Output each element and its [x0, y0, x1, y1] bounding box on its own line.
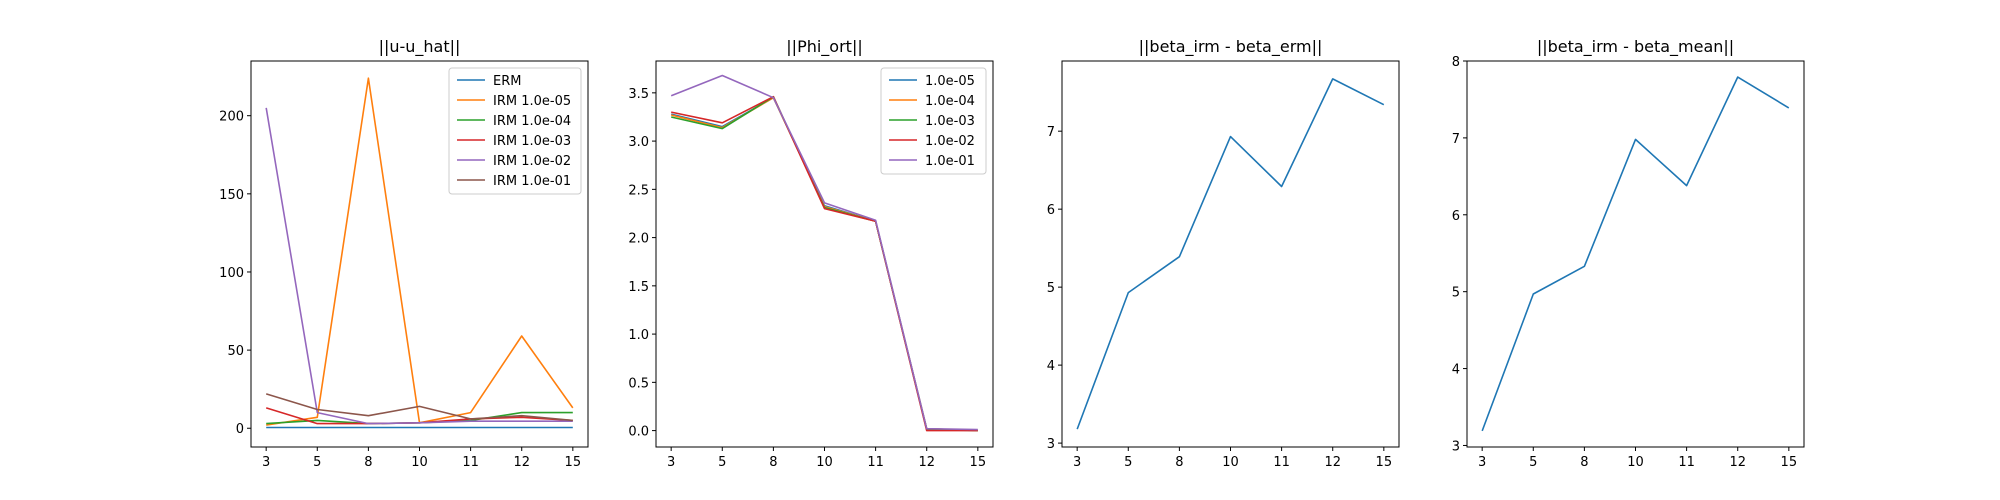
- x-tick-label: 8: [769, 455, 777, 470]
- x-tick-label: 8: [364, 455, 372, 470]
- y-tick-label: 0.5: [628, 376, 649, 391]
- x-tick-label: 12: [1729, 455, 1746, 470]
- y-tick-label: 5: [1452, 286, 1460, 301]
- y-tick-label: 0.0: [628, 425, 649, 440]
- series-line-6: [265, 393, 573, 422]
- y-tick-label: 2.5: [628, 183, 649, 198]
- y-tick-label: 7: [1452, 132, 1460, 147]
- x-tick-label: 3: [1073, 455, 1081, 470]
- legend-label: IRM 1.0e-05: [493, 94, 571, 109]
- x-tick-label: 10: [1222, 455, 1239, 470]
- x-tick-label: 10: [411, 455, 428, 470]
- series-line-1: [1076, 78, 1385, 430]
- chart-panel-4: ||beta_irm - beta_mean|| 3 5 8 10 11 12 15 3 4 5 6 7…: [1452, 37, 1805, 470]
- chart-panel-1: ||u-u_hat||3 5 8 10 11 12 15050100150200ERMIRM…: [219, 37, 589, 470]
- x-tick-label: 5: [313, 455, 321, 470]
- y-tick-label: 150: [219, 188, 244, 203]
- x-tick-label: 5: [1529, 455, 1537, 470]
- y-tick-label: 100: [219, 266, 244, 281]
- y-tick-label: 2.0: [628, 232, 649, 247]
- y-tick-label: 4: [1047, 359, 1055, 374]
- x-tick-label: 11: [1273, 455, 1290, 470]
- legend-label: IRM 1.0e-04: [493, 114, 571, 129]
- chart-panel-3: ||beta_irm - beta_erm|| 3 5 8 10 11 12 15 3 4 5 6 7: [1047, 37, 1400, 470]
- x-tick-label: 3: [262, 455, 270, 470]
- chart-title: ||beta_irm - beta_erm||: [1139, 37, 1323, 57]
- chart-title: ||u-u_hat||: [379, 37, 461, 57]
- x-tick-label: 12: [1324, 455, 1341, 470]
- x-tick-label: 8: [1580, 455, 1588, 470]
- y-tick-label: 4: [1452, 363, 1460, 378]
- legend-label: 1.0e-04: [925, 94, 975, 109]
- legend-box: [880, 67, 987, 175]
- x-tick-label: 11: [867, 455, 884, 470]
- x-tick-label: 11: [1678, 455, 1695, 470]
- x-tick-label: 3: [1478, 455, 1486, 470]
- y-tick-label: 5: [1047, 281, 1055, 296]
- series-line-4: [671, 95, 978, 432]
- x-tick-label: 15: [970, 455, 987, 470]
- y-tick-label: 7: [1047, 125, 1055, 140]
- x-tick-label: 15: [565, 455, 582, 470]
- y-tick-label: 200: [219, 110, 244, 125]
- chart-title: ||Phi_ort||: [786, 37, 862, 57]
- legend-label: IRM 1.0e-02: [493, 154, 571, 169]
- x-tick-label: 12: [918, 455, 935, 470]
- y-tick-label: 3: [1047, 437, 1055, 452]
- x-tick-label: 10: [816, 455, 833, 470]
- x-tick-label: 15: [1376, 455, 1393, 470]
- y-tick-label: 3.5: [628, 87, 649, 102]
- chart-panel-2: ||Phi_ort|| 3 5 8 10 11 12 15 0.0 0.5 1.0 1.5 2.0 2.5…: [628, 37, 994, 470]
- x-tick-label: 5: [718, 455, 726, 470]
- series-line-5: [265, 107, 573, 425]
- y-tick-label: 3.0: [628, 135, 649, 150]
- series-line-1: [1481, 76, 1790, 432]
- legend: 1.0e-05 1.0e-04 1.0e-03 1.0e-02 1.0e-01: [880, 67, 987, 175]
- legend-label: 1.0e-05: [925, 74, 975, 89]
- y-tick-label: 1.5: [628, 280, 649, 295]
- legend-label: ERM: [493, 74, 521, 89]
- legend-label: 1.0e-01: [925, 154, 975, 169]
- legend-label: 1.0e-02: [925, 134, 975, 149]
- x-tick-label: 8: [1175, 455, 1183, 470]
- y-tick-label: 6: [1047, 203, 1055, 218]
- x-tick-label: 11: [462, 455, 479, 470]
- y-tick-label: 50: [227, 344, 244, 359]
- x-tick-label: 10: [1627, 455, 1644, 470]
- y-tick-label: 6: [1452, 209, 1460, 224]
- y-tick-label: 1.0: [628, 328, 649, 343]
- legend: ERM IRM 1.0e-05 IRM 1.0e-04 IRM 1.0e-03 IRM …: [448, 67, 582, 195]
- x-tick-label: 5: [1124, 455, 1132, 470]
- legend-label: IRM 1.0e-01: [493, 174, 571, 189]
- y-tick-label: 0: [236, 422, 244, 437]
- y-tick-label: 8: [1452, 55, 1460, 70]
- x-tick-label: 15: [1781, 455, 1798, 470]
- y-tick-label: 3: [1452, 439, 1460, 454]
- legend-label: 1.0e-03: [925, 114, 975, 129]
- x-tick-label: 12: [513, 455, 530, 470]
- legend-label: IRM 1.0e-03: [493, 134, 571, 149]
- chart-title: ||beta_irm - beta_mean||: [1537, 37, 1734, 57]
- series-line-5: [670, 74, 978, 431]
- x-tick-label: 3: [667, 455, 675, 470]
